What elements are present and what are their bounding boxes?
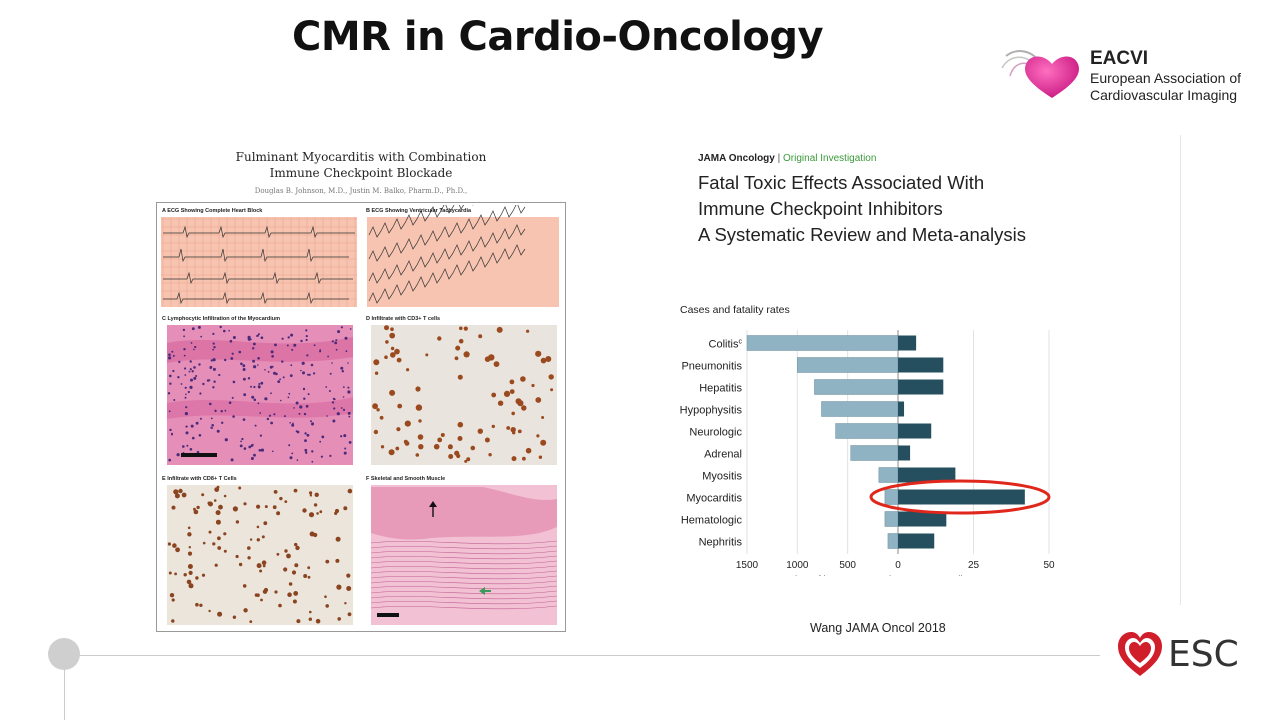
panel-histology-cd8: E Infiltrate with CD8+ T Cells [159,473,359,629]
right-tick-label: 50 [1043,560,1055,571]
fatality-rate-bar [898,357,944,373]
irae-count-bar [884,511,899,527]
ecg-vt-image [367,205,559,307]
article-type: Original Investigation [783,153,877,164]
fatality-rate-bar [898,379,944,395]
irae-count-bar [835,423,899,439]
panel-histology-he: C Lymphocytic Infiltration of the Myocar… [159,313,359,469]
citation: Wang JAMA Oncol 2018 [810,621,946,635]
panel-histology-cd3: D Infiltrate with CD3+ T cells [363,313,563,469]
chart-title: Cases and fatality rates [680,304,790,316]
journal-separator: | [777,153,781,164]
category-label: Myositis [702,471,742,483]
irae-count-bar [878,467,899,483]
eacvi-heart-icon [1001,50,1079,98]
panel-b-label: B ECG Showing Ventricular Tachycardia [366,208,472,214]
irae-count-bar [746,335,899,351]
article-subtitle: A Systematic Review and Meta-analysis [698,224,1026,245]
eacvi-line2: Cardiovascular Imaging [1090,87,1238,103]
esc-logo: ESC [1116,630,1246,680]
fatality-rate-bar [898,533,935,549]
fatality-bar-chart: Colitisc Pneumonitis Hepatitis Hypophysitis… [680,330,1055,576]
left-tick-label: 500 [839,560,856,571]
article-title-line2: Immune Checkpoint Inhibitors [698,198,943,219]
irae-count-bar [850,445,899,461]
footer-circle [48,638,80,670]
cd3-histology-image [371,325,557,465]
left-figure-title-line1: Fulminant Myocarditis with Combination [235,150,487,164]
esc-heart-icon [1118,632,1162,676]
category-label: Nephritis [699,537,743,549]
panel-f-label: F Skeletal and Smooth Muscle [366,476,446,482]
cd8-histology-image [167,485,353,625]
esc-text: ESC [1168,634,1239,675]
category-label: Myocarditis [686,493,742,505]
category-label: Pneumonitis [681,361,742,373]
category-label: Adrenal [704,449,742,461]
eacvi-line1: European Association of [1090,70,1241,86]
fatality-rate-bar [898,489,1025,505]
eacvi-logo: EACVI European Association of Cardiovasc… [1000,46,1270,106]
footer-vertical-line [64,656,65,720]
category-label: Neurologic [689,427,742,439]
left-tick-label: 1000 [786,560,809,571]
fatality-rate-bar [898,511,947,527]
category-superscript: c [739,339,743,346]
fatality-rate-bar [898,423,932,439]
irae-count-bar [887,533,899,549]
journal-header: JAMA Oncology | Original Investigation [698,153,876,164]
right-tick-label: 25 [968,560,980,571]
panel-ecg-vt: B ECG Showing Ventricular Tachycardia [363,205,563,309]
panel-e-label: E Infiltrate with CD8+ T Cells [162,476,237,482]
panel-histology-muscle: F Skeletal and Smooth Muscle [363,473,563,629]
irae-count-bar [884,489,899,505]
ecg-heart-block-image [161,217,357,307]
left-figure-authors: Douglas B. Johnson, M.D., Justin M. Balk… [254,187,468,195]
left-tick-label: 1500 [736,560,759,571]
irae-count-bar [814,379,899,395]
myocarditis-figure: Fulminant Myocarditis with Combination I… [156,140,566,632]
right-axis-label: Fatality Rate, % [938,575,1009,576]
left-tick-label: 0 [895,560,901,571]
panel-d-label: D Infiltrate with CD3+ T cells [366,316,441,322]
panel-ecg-heart-block: A ECG Showing Complete Heart Block [159,205,359,309]
category-label: Hepatitis [699,383,742,395]
left-axis-label: Number of irAEs Reported [774,575,891,576]
figure-panel-grid: A ECG Showing Complete Heart Block B ECG… [156,202,566,632]
journal-name: JAMA Oncology [698,153,775,164]
irae-count-bar [797,357,899,373]
fatality-rate-bar [898,467,956,483]
category-label: Hypophysitis [680,405,742,417]
fatality-rate-bar [898,401,905,417]
article-title-line1: Fatal Toxic Effects Associated With [698,172,985,193]
vertical-divider [1180,135,1181,605]
category-label: Hematologic [681,515,743,527]
jama-figure: JAMA Oncology | Original Investigation F… [680,148,1100,608]
panel-a-label: A ECG Showing Complete Heart Block [162,208,263,214]
slide-title: CMR in Cardio-Oncology [292,14,824,60]
irae-count-bar [821,401,899,417]
he-histology-image [167,325,353,465]
highlight-ellipse [869,479,1051,515]
left-figure-title-line2: Immune Checkpoint Blockade [269,166,453,180]
footer-line [60,655,1100,656]
category-label: Colitisc [709,339,743,351]
fatality-rate-bar [898,335,917,351]
muscle-histology-image [370,485,558,625]
panel-c-label: C Lymphocytic Infiltration of the Myocar… [162,316,281,322]
eacvi-name: EACVI [1090,48,1149,69]
fatality-rate-bar [898,445,911,461]
